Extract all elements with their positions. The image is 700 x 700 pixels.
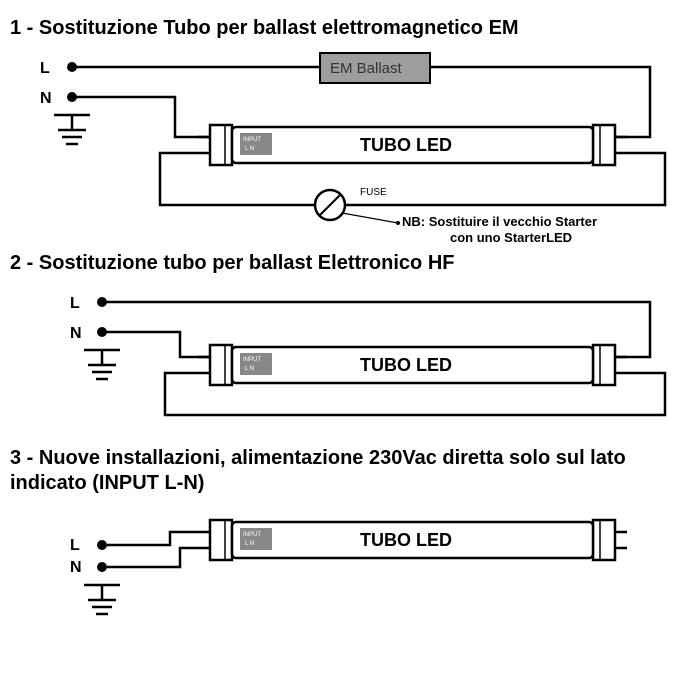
wire-N (72, 97, 210, 137)
fuse-label: FUSE (360, 187, 387, 198)
wire-N-2 (102, 332, 210, 357)
tube-label-2: TUBO LED (360, 355, 452, 375)
wire-N-3 (107, 548, 198, 567)
terminal-N-3 (97, 562, 107, 572)
note-line1: NB: Sostituire il vecchio Starter (402, 214, 597, 229)
em-ballast-label: EM Ballast (330, 60, 403, 77)
note-line2: con uno StarterLED (450, 230, 572, 245)
wire-L-3 (107, 532, 198, 545)
section2-title: 2 - Sostituzione tubo per ballast Elettr… (10, 251, 690, 276)
note-leader (342, 213, 398, 223)
earth-icon-2 (84, 350, 120, 379)
input-ln-2: L N (245, 366, 254, 372)
earth-icon (54, 115, 90, 144)
input-label-2: INPUT (243, 357, 261, 363)
input-label-1: INPUT (243, 137, 261, 143)
label-L: L (40, 60, 50, 77)
label-N: N (40, 90, 52, 107)
tube-label-1: TUBO LED (360, 135, 452, 155)
label-N-3: N (70, 559, 82, 576)
diagram-1: L N EM Ballast INPUT L N TUBO (10, 45, 690, 245)
label-L-2: L (70, 295, 80, 312)
diagram-2: L N INPUT L N TUBO LED (10, 280, 690, 440)
label-L-3: L (70, 537, 80, 554)
input-ln-1: L N (245, 146, 254, 152)
diagram-3: L N INPUT L N TUBO LED (10, 500, 690, 630)
terminal-L-3 (97, 540, 107, 550)
section1-title: 1 - Sostituzione Tubo per ballast elettr… (10, 16, 690, 41)
label-N-2: N (70, 325, 82, 342)
section3-title: 3 - Nuove installazioni, alimentazione 2… (10, 446, 670, 496)
earth-icon-3 (84, 585, 120, 614)
note-dot (396, 221, 400, 225)
input-label-3: INPUT (243, 532, 261, 538)
tube-label-3: TUBO LED (360, 530, 452, 550)
input-ln-3: L N (245, 541, 254, 547)
